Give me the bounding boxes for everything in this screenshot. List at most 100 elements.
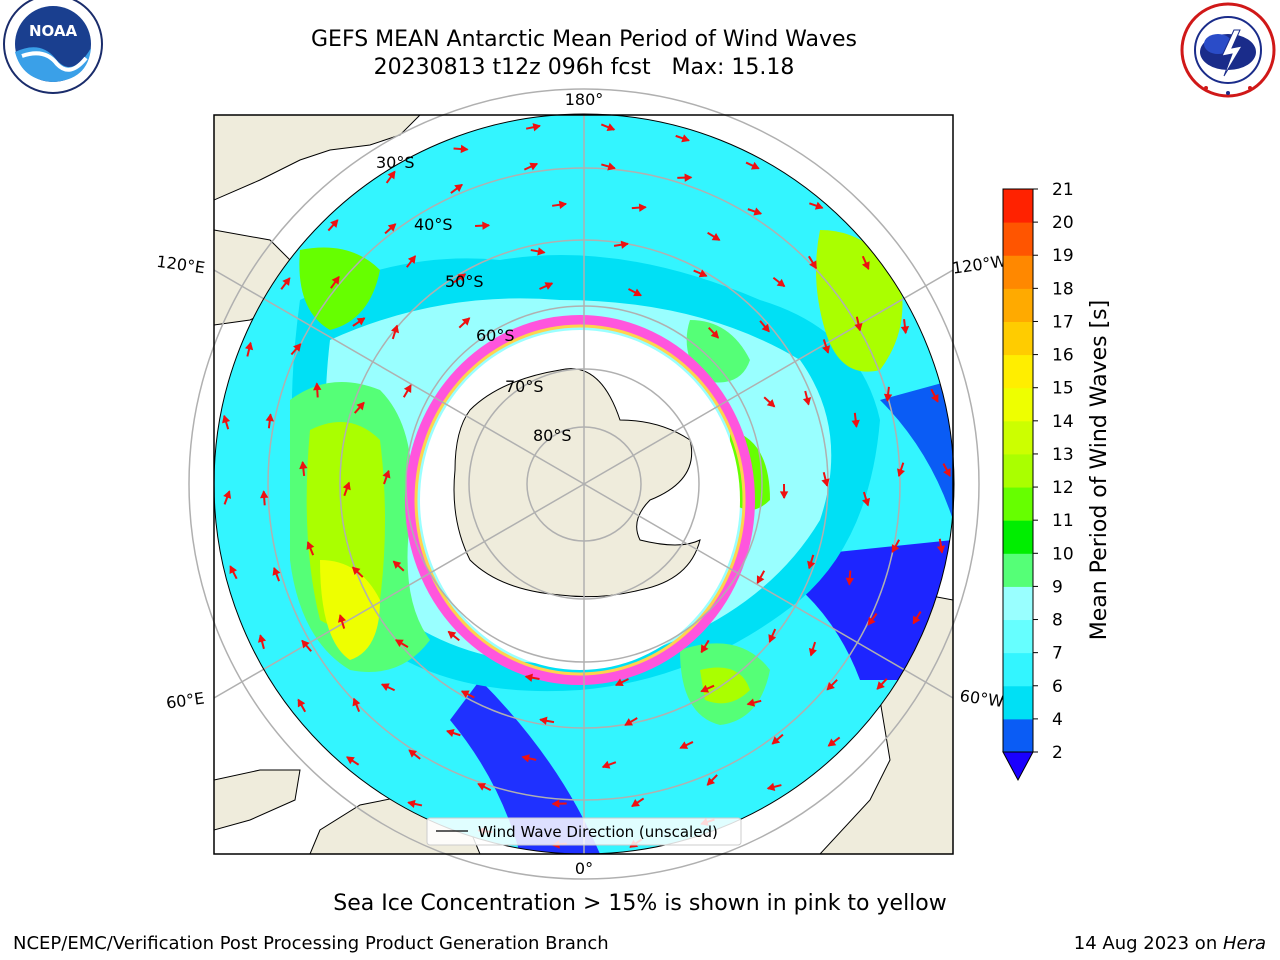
colorbar-label: Mean Period of Wind Waves [s] bbox=[1087, 300, 1112, 640]
wave-direction-arrowhead bbox=[620, 240, 629, 249]
lon-label-0: 0° bbox=[575, 859, 593, 878]
colorbar-segment bbox=[1003, 321, 1033, 356]
footer-credit: NCEP/EMC/Verification Post Processing Pr… bbox=[13, 933, 609, 954]
sea-ice-note: Sea Ice Concentration > 15% is shown in … bbox=[333, 891, 947, 916]
lon-label-60e: 60°E bbox=[165, 688, 206, 712]
map-legend: Wind Wave Direction (unscaled) bbox=[426, 817, 742, 846]
wave-direction-arrowhead bbox=[633, 288, 642, 297]
wave-direction-arrowhead bbox=[297, 698, 306, 708]
wave-direction-arrowhead bbox=[681, 134, 690, 143]
wave-direction-arrowhead bbox=[330, 219, 339, 228]
wave-direction-arrowhead bbox=[638, 203, 647, 212]
wave-direction-arrowhead bbox=[346, 756, 355, 765]
colorbar-segment bbox=[1003, 487, 1033, 521]
colorbar-segment bbox=[1003, 652, 1033, 687]
lat-label-50s: 50°S bbox=[445, 272, 484, 291]
wave-direction-arrowhead bbox=[768, 634, 777, 643]
wave-direction-arrowhead bbox=[460, 690, 470, 698]
wave-direction-arrowhead bbox=[338, 614, 347, 623]
wave-direction-arrowhead bbox=[457, 273, 467, 282]
wave-direction-arrowhead bbox=[551, 799, 560, 808]
map-frame bbox=[213, 114, 954, 855]
lat-label-40s: 40°S bbox=[414, 215, 453, 234]
lon-label-180: 180° bbox=[565, 90, 604, 109]
wave-direction-arrowhead bbox=[891, 544, 900, 553]
wave-direction-arrowhead bbox=[827, 738, 837, 747]
colorbar-segment bbox=[1003, 520, 1033, 554]
colorbar: 2 4 6 7 8 9 10 11 12 13 14 15 16 17 18 19 20 21 bbox=[1002, 180, 1074, 782]
legend-label: Wind Wave Direction (unscaled) bbox=[478, 823, 718, 841]
wave-direction-arrowhead bbox=[403, 384, 412, 393]
wave-direction-arrowhead bbox=[936, 545, 946, 554]
wave-direction-arrowhead bbox=[380, 683, 390, 691]
colorbar-segment bbox=[1003, 685, 1033, 720]
wave-direction-arrowhead bbox=[845, 577, 854, 586]
wave-direction-arrowhead bbox=[356, 317, 366, 326]
wave-direction-arrowhead bbox=[711, 233, 721, 241]
wave-direction-arrowhead bbox=[306, 541, 315, 550]
colorbar-segment bbox=[1003, 288, 1033, 322]
wave-direction-arrowhead bbox=[222, 414, 231, 424]
wave-direction-arrowhead bbox=[447, 630, 457, 640]
noaa-logo-text: NOAA bbox=[29, 22, 78, 40]
wave-direction-arrowhead bbox=[684, 173, 693, 182]
colorbar-tick-label: 9 bbox=[1052, 577, 1063, 597]
wave-direction-arrowhead bbox=[260, 490, 269, 499]
wave-direction-arrowhead bbox=[826, 682, 835, 691]
colorbar-segment bbox=[1003, 387, 1033, 422]
wave-direction-arrowhead bbox=[710, 330, 720, 339]
colorbar-tick-label: 20 bbox=[1052, 213, 1074, 233]
colorbar-extend-triangle bbox=[1002, 751, 1034, 782]
wave-direction-arrowhead bbox=[446, 729, 455, 738]
wave-direction-arrowhead bbox=[750, 161, 760, 170]
wave-direction-arrowhead bbox=[245, 341, 254, 351]
colorbar-segment bbox=[1003, 619, 1033, 654]
wave-direction-arrowhead bbox=[861, 261, 870, 270]
wave-direction-arrowhead bbox=[867, 616, 876, 626]
wave-direction-arrowhead bbox=[766, 782, 776, 791]
wave-direction-arrowhead bbox=[387, 223, 397, 232]
wave-direction-arrowhead bbox=[814, 201, 824, 210]
wave-direction-arrowhead bbox=[313, 382, 322, 391]
colorbar-tick-label: 15 bbox=[1052, 379, 1074, 399]
colorbar-segment bbox=[1003, 453, 1033, 488]
wave-direction-arrowhead bbox=[607, 162, 616, 171]
lon-label-120e: 120°E bbox=[155, 252, 206, 278]
wave-direction-arrowhead bbox=[394, 639, 404, 647]
wave-direction-arrowhead bbox=[532, 123, 541, 132]
wave-direction-arrowhead bbox=[779, 491, 789, 500]
wave-direction-arrowhead bbox=[753, 207, 763, 216]
wave-direction-arrowhead bbox=[477, 783, 486, 791]
colorbar-segment bbox=[1003, 255, 1033, 289]
colorbar-tick-label: 19 bbox=[1052, 246, 1074, 266]
wave-direction-arrowhead bbox=[862, 497, 871, 507]
wave-direction-arrowhead bbox=[876, 681, 885, 690]
lon-label-120w: 120°W bbox=[951, 251, 1008, 277]
colorbar-frame bbox=[1002, 188, 1034, 753]
wave-direction-arrowhead bbox=[614, 678, 624, 686]
land-australia-north bbox=[214, 115, 421, 201]
colorbar-tick-label: 6 bbox=[1052, 677, 1063, 697]
colorbar-tick-label: 4 bbox=[1052, 710, 1063, 730]
wave-direction-arrowhead bbox=[766, 399, 776, 408]
colorbar-segment bbox=[1003, 354, 1033, 389]
wave-direction-arrowhead bbox=[331, 275, 340, 285]
lat-label-80s: 80°S bbox=[533, 426, 572, 445]
wind-wave-arrows bbox=[222, 123, 951, 849]
wave-direction-arrowhead bbox=[679, 741, 689, 749]
wave-direction-arrowhead bbox=[771, 736, 781, 745]
wave-direction-arrowhead bbox=[761, 323, 770, 333]
colorbar-tick-label: 11 bbox=[1052, 511, 1074, 531]
colorbar-tick-label: 8 bbox=[1052, 611, 1063, 631]
wave-direction-arrowhead bbox=[537, 247, 546, 256]
wave-direction-arrowhead bbox=[897, 468, 905, 477]
wave-direction-arrowhead bbox=[524, 673, 533, 682]
colorbar-tick-label: 7 bbox=[1052, 644, 1063, 664]
wave-direction-arrowhead bbox=[700, 644, 709, 654]
lat-label-60s: 60°S bbox=[476, 326, 515, 345]
wave-direction-arrowhead bbox=[356, 401, 365, 411]
wave-direction-arrowhead bbox=[529, 162, 539, 171]
nws-logo bbox=[1180, 2, 1276, 98]
wave-direction-arrowhead bbox=[223, 490, 232, 499]
